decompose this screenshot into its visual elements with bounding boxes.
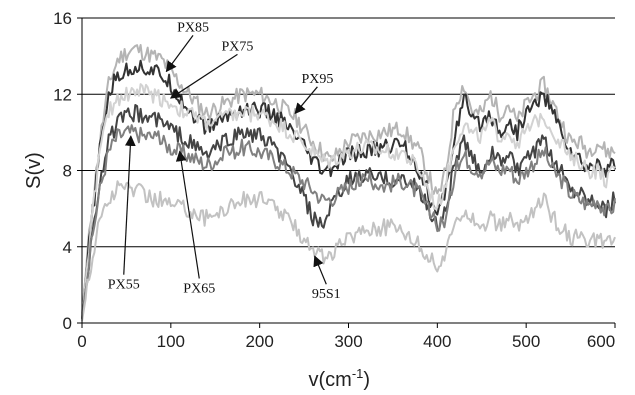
x-tick-label-0: 0 <box>77 332 86 351</box>
annotation-label-px55: PX55 <box>108 278 140 293</box>
annotation-label-px65: PX65 <box>183 282 215 297</box>
series-95s1-line <box>81 180 616 322</box>
x-tick-label-100: 100 <box>157 332 185 351</box>
annotation-label-px85: PX85 <box>177 20 209 35</box>
annotations: PX85 PX75 PX95 PX55 PX65 95S1 <box>108 20 341 302</box>
x-axis-label: v(cm-1) <box>309 366 371 391</box>
x-axis-label-close: ) <box>363 369 370 391</box>
x-tick-label-300: 300 <box>334 332 362 351</box>
annotation-label-95s1: 95S1 <box>312 287 341 302</box>
annotation-arrow-px85 <box>165 34 194 73</box>
annotation-label-px95: PX95 <box>301 72 333 87</box>
x-tick-label-500: 500 <box>512 332 540 351</box>
annotation-arrow-px55 <box>123 135 136 275</box>
y-axis-label: S(v) <box>23 152 45 189</box>
x-tick-label-200: 200 <box>245 332 273 351</box>
series-px75-line <box>81 83 616 318</box>
y-tick-label-8: 8 <box>63 162 72 181</box>
axes: 0 4 8 12 16 0 100 200 300 400 500 600 <box>53 9 616 351</box>
y-tick-label-4: 4 <box>63 238 72 257</box>
annotation-arrow-px95 <box>294 86 318 115</box>
x-tick-label-600: 600 <box>587 332 615 351</box>
annotation-arrow-px75 <box>169 53 238 99</box>
series-px55-line <box>81 104 616 320</box>
series-layer <box>81 44 616 322</box>
series-px65-line <box>81 124 616 320</box>
x-axis-label-superscript: -1 <box>352 366 364 381</box>
y-tick-label-0: 0 <box>63 314 72 333</box>
annotation-arrow-95s1 <box>313 255 327 285</box>
y-tick-label-16: 16 <box>53 9 72 28</box>
x-tick-label-400: 400 <box>423 332 451 351</box>
annotation-label-px75: PX75 <box>222 39 254 54</box>
annotation-arrow-px65 <box>175 150 200 279</box>
y-tick-label-12: 12 <box>53 85 72 104</box>
x-axis-label-main: v(cm <box>309 369 352 391</box>
